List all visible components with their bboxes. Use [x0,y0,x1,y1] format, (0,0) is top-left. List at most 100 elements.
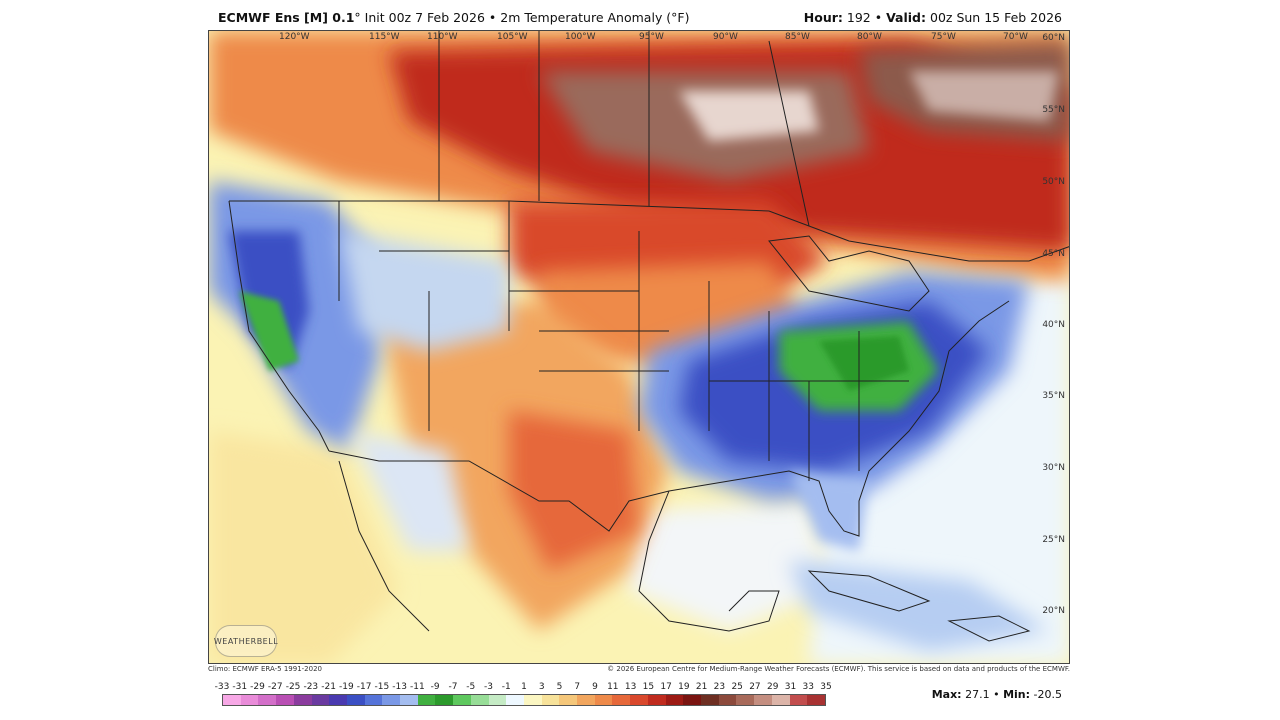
legend-tick-label: -5 [466,682,476,692]
legend-swatch [594,695,613,705]
legend-swatch [506,695,524,705]
legend-tick-label: -19 [338,682,354,692]
appalachia-peak [819,336,909,391]
great-lakes [768,235,930,312]
legend-swatch [683,695,701,705]
legend-tick-label: -9 [430,682,440,692]
lat-label: 50°N [1042,177,1065,187]
legend-swatch [276,695,294,705]
maxmin-separator: • [989,688,1004,701]
legend-tick-label: 23 [713,682,726,692]
legend-swatch [311,695,330,705]
cuba [807,570,931,612]
legend-swatch [400,695,418,705]
pacific-anomaly [209,431,399,663]
province-lines [438,31,810,227]
legend-tick-label: 1 [521,682,527,692]
init-time: 00z 7 Feb 2026 [388,10,485,25]
legend-swatch [240,695,259,705]
legend-tick-label: -23 [303,682,319,692]
lat-label: 45°N [1042,249,1065,259]
legend-swatch [382,695,401,705]
legend-swatch [417,695,436,705]
legend-swatch [718,695,737,705]
legend-tick-label: 19 [678,682,690,692]
legend-swatch [647,695,666,705]
model-name: ECMWF Ens [M] 0.1 [218,10,355,25]
legend-tick-label: -13 [392,682,407,692]
legend-tick-label: 27 [749,682,761,692]
west-interior-cool [339,231,509,351]
legend-swatch [470,695,489,705]
lat-label: 30°N [1042,463,1065,473]
legend-swatch [346,695,365,705]
legend-tick-label: -17 [356,682,372,692]
legend-swatch [559,695,578,705]
lat-label: 60°N [1042,33,1065,43]
valid-label: Valid: [886,10,927,25]
valid-time-header: Hour: 192 • Valid: 00z Sun 15 Feb 2026 [804,10,1062,25]
legend-tick-label: -15 [374,682,390,692]
legend-tick-label: 11 [607,682,619,692]
legend-tick-label: 5 [556,682,563,692]
legend-swatch [807,695,825,705]
legend-swatch [577,695,595,705]
lon-label: 105°W [497,32,528,42]
max-value: 27.1 [965,688,990,701]
east-coastline [668,300,1010,537]
legend-tick-label: 15 [642,682,655,692]
lon-label: 75°W [931,32,956,42]
legend-tick-label: -25 [285,682,301,692]
min-label: Min: [1003,688,1031,701]
legend-tick-label: 21 [695,682,708,692]
init-prefix: Init [360,10,385,25]
legend-tick-labels: -33 -31 -29 -27 -25 -23 -21 -19 -17 -15 -13 -11 -9 -7… [214,682,834,694]
baja-coastline [338,460,430,632]
lon-label: 70°W [1003,32,1028,42]
lon-label: 80°W [857,32,882,42]
hispaniola [947,615,1031,642]
legend-tick-label: 31 [784,682,797,692]
min-value: -20.5 [1033,688,1062,701]
lon-label: 110°W [427,32,458,42]
california-coldest [239,291,299,371]
forecast-hour: 192 [846,10,871,25]
lon-label: 85°W [785,32,810,42]
color-legend [222,694,826,706]
legend-tick-label: -21 [321,682,336,692]
legend-swatch [541,695,560,705]
anomaly-map: 120°W 115°W 110°W 105°W 100°W 95°W 90°W … [208,30,1070,664]
legend-tick-label: -31 [232,682,248,692]
lon-label: 95°W [639,32,664,42]
lat-label: 35°N [1042,391,1065,401]
max-label: Max: [931,688,962,701]
state-lines [338,201,909,481]
lat-label: 40°N [1042,320,1065,330]
legend-swatch [293,695,312,705]
legend-tick-label: 29 [766,682,779,692]
legend-tick-label: -29 [250,682,265,692]
legend-swatch [453,695,471,705]
lon-label: 120°W [279,32,310,42]
borders [228,31,1069,642]
legend-swatch [364,695,383,705]
legend-tick-label: 3 [538,682,545,692]
legend-swatch [523,695,542,705]
legend-swatch [771,695,790,705]
east-canada-peak [909,71,1059,121]
legend-tick-label: -33 [214,682,230,692]
lon-label: 90°W [713,32,738,42]
us-mexico-border [328,450,670,532]
copyright-note: © 2026 European Centre for Medium-Range … [607,665,1070,673]
legend-tick-label: -3 [483,682,493,692]
legend-swatch [754,695,772,705]
legend-tick-label: 7 [574,682,581,692]
lon-label: 115°W [369,32,400,42]
legend-tick-label: 35 [820,682,832,692]
title-separator: • [484,10,501,25]
us-canada-border [229,200,1069,262]
legend-tick-label: 17 [660,682,672,692]
map-canvas [209,31,1069,663]
hour-label: Hour: [803,10,843,25]
climo-note: Climo: ECMWF ERA-5 1991-2020 [208,665,322,673]
